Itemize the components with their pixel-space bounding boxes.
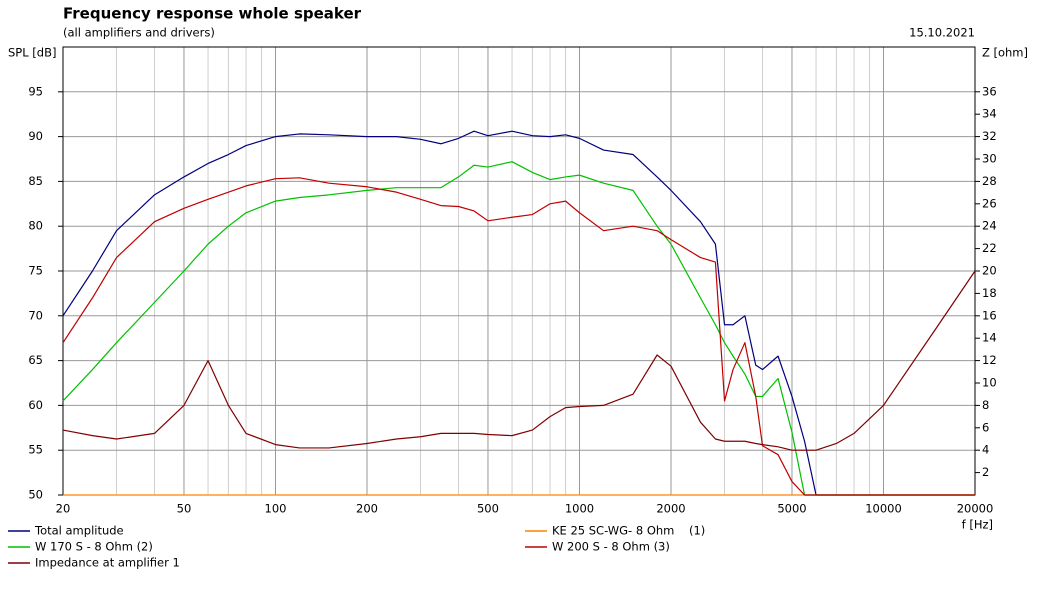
y2-tick-label: 18 (982, 286, 997, 300)
y2-tick-label: 20 (982, 264, 997, 278)
y-tick-label: 65 (28, 353, 43, 367)
y2-axis-label: Z [ohm] (982, 46, 1028, 60)
series-line (62, 161, 975, 496)
y-tick-label: 50 (28, 488, 43, 502)
y2-tick-label: 26 (982, 196, 997, 210)
y2-tick-label: 24 (982, 219, 997, 233)
legend-label: Total amplitude (34, 524, 124, 538)
y-tick-label: 95 (28, 84, 43, 98)
series-line (62, 270, 976, 451)
y2-tick-label: 10 (982, 376, 997, 390)
y2-tick-label: 12 (982, 353, 997, 367)
legend-label: KE 25 SC-WG- 8 Ohm (1) (552, 524, 705, 538)
y-tick-label: 55 (28, 443, 43, 457)
series-line (62, 130, 975, 496)
x-tick-label: 50 (177, 502, 192, 516)
x-tick-label: 2000 (656, 502, 685, 516)
legend-label: W 170 S - 8 Ohm (2) (35, 540, 153, 554)
y2-tick-label: 34 (982, 107, 997, 121)
y-tick-label: 75 (28, 264, 43, 278)
y2-tick-label: 36 (982, 84, 997, 98)
y2-tick-label: 4 (982, 443, 989, 457)
x-tick-label: 1000 (565, 502, 594, 516)
y-tick-label: 80 (28, 219, 43, 233)
chart-title: Frequency response whole speaker (63, 5, 362, 23)
x-tick-label: 20 (56, 502, 71, 516)
date: 15.10.2021 (909, 26, 975, 40)
y2-tick-label: 2 (982, 465, 989, 479)
legend-label: W 200 S - 8 Ohm (3) (552, 540, 670, 554)
legend-label: Impedance at amplifier 1 (35, 556, 180, 570)
x-tick-label: 5000 (777, 502, 806, 516)
y-tick-label: 90 (28, 129, 43, 143)
y2-tick-label: 32 (982, 129, 997, 143)
y-axis-label: SPL [dB] (8, 46, 56, 60)
y2-tick-label: 8 (982, 398, 989, 412)
y2-tick-label: 22 (982, 241, 997, 255)
y-tick-label: 70 (28, 308, 43, 322)
chart-subtitle: (all amplifiers and drivers) (63, 26, 215, 40)
x-axis-label: f [Hz] (962, 518, 993, 532)
y2-tick-label: 14 (982, 331, 997, 345)
y2-tick-label: 16 (982, 308, 997, 322)
y2-tick-label: 30 (982, 152, 997, 166)
x-tick-label: 200 (356, 502, 378, 516)
y2-tick-label: 28 (982, 174, 997, 188)
x-tick-label: 10000 (865, 502, 902, 516)
series-line (62, 177, 975, 496)
x-tick-label: 100 (265, 502, 287, 516)
x-tick-label: 20000 (957, 502, 994, 516)
y-tick-label: 60 (28, 398, 43, 412)
y-tick-label: 85 (28, 174, 43, 188)
x-tick-label: 500 (477, 502, 499, 516)
y2-tick-label: 6 (982, 420, 989, 434)
